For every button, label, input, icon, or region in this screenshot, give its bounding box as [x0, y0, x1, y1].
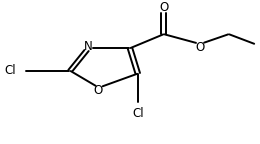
Text: Cl: Cl [132, 107, 144, 120]
Text: O: O [93, 84, 102, 97]
Text: Cl: Cl [5, 64, 16, 77]
Text: O: O [196, 41, 205, 54]
Text: O: O [159, 1, 168, 14]
Text: N: N [84, 40, 93, 53]
